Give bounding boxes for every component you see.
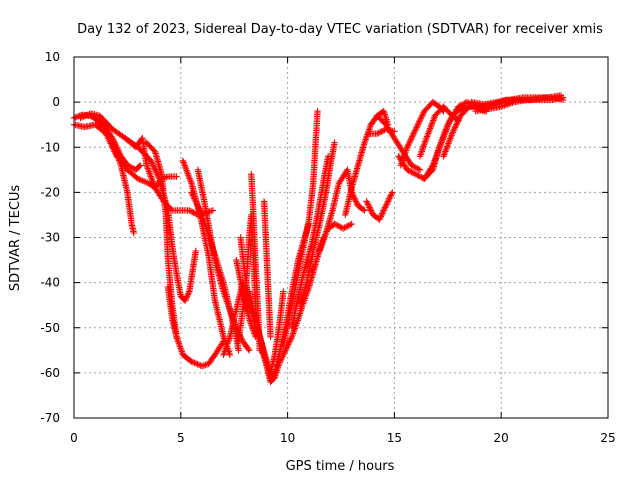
series-track-22	[316, 166, 368, 255]
series-markers	[237, 234, 253, 309]
series-markers	[342, 108, 392, 219]
x-tick-label: 15	[387, 431, 402, 445]
series-markers	[363, 189, 396, 223]
x-tick-label: 20	[494, 431, 509, 445]
series-track-17	[260, 198, 274, 340]
series-track-6	[143, 139, 227, 370]
x-tick-label: 5	[177, 431, 185, 445]
series-markers	[297, 139, 338, 309]
series-markers	[280, 108, 321, 349]
y-tick-label: 10	[45, 50, 60, 64]
series-track-20	[288, 153, 332, 331]
series-track-16	[248, 171, 263, 354]
x-tick-label: 10	[280, 431, 295, 445]
series-markers	[288, 153, 332, 331]
x-tick-label: 0	[70, 431, 78, 445]
y-tick-label: -50	[40, 321, 60, 335]
series-markers	[316, 166, 368, 255]
series-track-34	[472, 94, 567, 115]
chart-title: Day 132 of 2023, Sidereal Day-to-day VTE…	[77, 22, 603, 37]
x-tick-label: 25	[600, 431, 615, 445]
series-track-19	[280, 108, 321, 349]
series-track-15	[233, 256, 259, 340]
y-tick-label: -60	[40, 366, 60, 380]
y-tick-label: -70	[40, 411, 60, 425]
series-track-21	[297, 139, 338, 309]
series-markers	[397, 98, 447, 169]
y-tick-label: -10	[40, 140, 60, 154]
series-markers	[248, 171, 263, 354]
series-track-7	[164, 283, 180, 340]
y-tick-label: 0	[52, 95, 60, 109]
series-markers	[164, 283, 180, 340]
series-track-28	[397, 98, 447, 169]
y-tick-label: -40	[40, 276, 60, 290]
series-track-24	[363, 189, 396, 223]
y-tick-label: -30	[40, 231, 60, 245]
series-track-23	[342, 108, 392, 219]
series-markers	[143, 139, 227, 370]
series-markers	[260, 198, 274, 340]
series-track-18	[237, 234, 253, 309]
series-markers	[233, 256, 259, 340]
x-axis-label: GPS time / hours	[286, 459, 395, 474]
axis-ticks: 0 5 10 15 20 25 10 0 -10 -20 -30 -40 -50 -60 -70	[40, 50, 615, 445]
y-axis-label: SDTVAR / TECUs	[8, 185, 23, 292]
grid-lines	[74, 57, 608, 418]
series-markers	[472, 94, 567, 115]
y-tick-label: -20	[40, 185, 60, 199]
data-markers	[70, 92, 567, 386]
